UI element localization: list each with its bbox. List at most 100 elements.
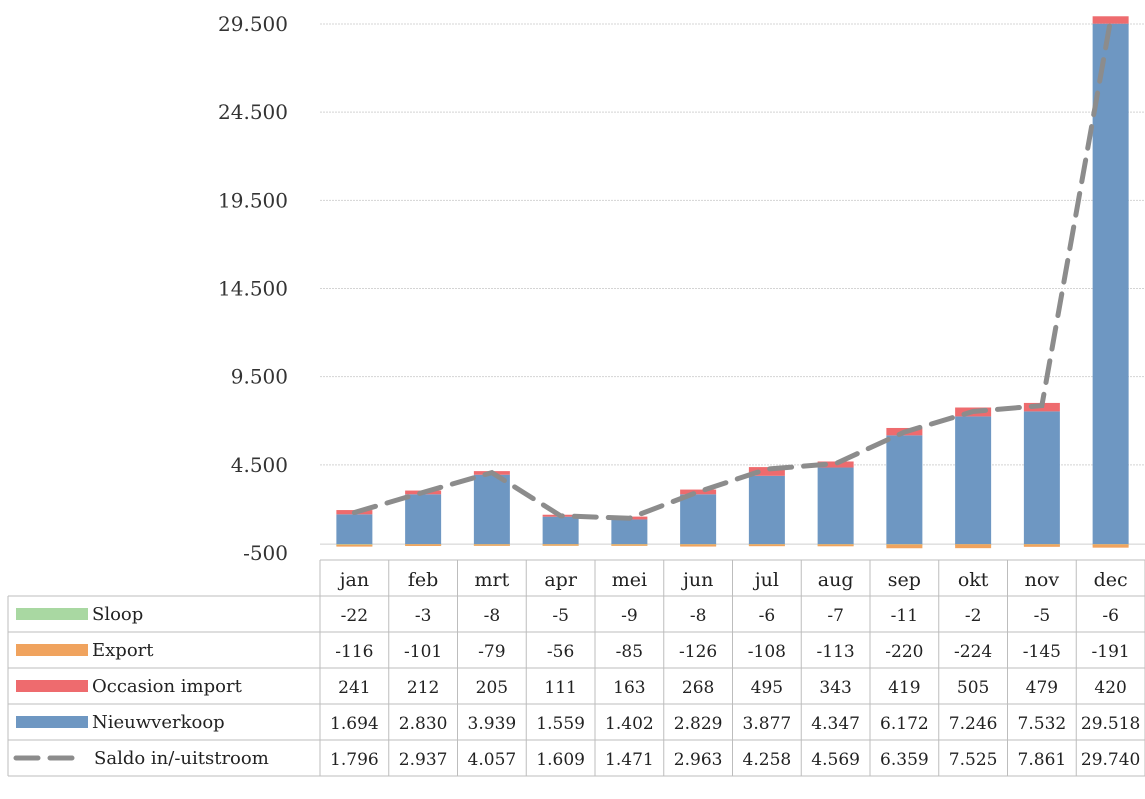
legend-key-nieuwverkoop — [16, 716, 88, 728]
data-label-apr: 1.559 — [536, 714, 585, 734]
category-label-jun: jun — [681, 569, 713, 591]
data-label-dec: 29.740 — [1081, 750, 1140, 770]
data-label-feb: 2.937 — [399, 750, 448, 770]
data-label-mei: 163 — [613, 678, 645, 698]
data-label-jan: 1.694 — [330, 714, 379, 734]
data-label-sep: 419 — [888, 678, 920, 698]
data-label-jun: -126 — [679, 642, 717, 662]
bar-nieuwverkoop-mei — [611, 519, 648, 545]
data-label-jan: 241 — [338, 678, 370, 698]
data-label-apr: 1.609 — [536, 750, 585, 770]
data-label-jul: 495 — [751, 678, 783, 698]
data-label-sep: 6.172 — [880, 714, 929, 734]
gridlines — [320, 23, 1145, 545]
bar-export-okt — [955, 544, 992, 549]
data-label-nov: -5 — [1034, 606, 1051, 626]
bar-nieuwverkoop-jan — [336, 514, 373, 545]
bar-export-jul — [748, 544, 785, 547]
category-label-apr: apr — [544, 569, 577, 591]
data-label-jul: -6 — [759, 606, 776, 626]
data-label-apr: -56 — [547, 642, 574, 662]
data-label-mrt: 205 — [476, 678, 508, 698]
series-label: Saldo in/-uitstroom — [94, 748, 269, 769]
category-label-jul: jul — [753, 569, 779, 591]
data-label-okt: -2 — [965, 606, 982, 626]
data-label-feb: 212 — [407, 678, 439, 698]
bar-nieuwverkoop-apr — [542, 516, 579, 545]
data-label-jul: 3.877 — [743, 714, 792, 734]
bar-export-mrt — [473, 544, 510, 546]
bar-nieuwverkoop-dec — [1092, 23, 1129, 545]
bar-nieuwverkoop-jul — [748, 475, 785, 545]
data-label-mei: 1.402 — [605, 714, 654, 734]
data-label-nov: 7.532 — [1018, 714, 1067, 734]
data-label-aug: 4.347 — [811, 714, 860, 734]
series-label: Export — [92, 640, 154, 661]
saldo-line — [351, 17, 1114, 521]
data-label-okt: -224 — [954, 642, 992, 662]
bar-export-dec — [1092, 544, 1129, 548]
legend-key-export — [16, 644, 88, 656]
category-label-feb: feb — [408, 569, 438, 591]
data-label-sep: 6.359 — [880, 750, 929, 770]
legend-key-sloop — [16, 608, 88, 620]
data-label-jun: 2.963 — [674, 750, 723, 770]
data-label-jul: -108 — [748, 642, 786, 662]
data-label-nov: -145 — [1023, 642, 1061, 662]
data-label-jan: -116 — [335, 642, 373, 662]
category-label-dec: dec — [1094, 569, 1128, 591]
series-label: Nieuwverkoop — [92, 712, 225, 733]
data-label-okt: 505 — [957, 678, 989, 698]
y-tick-label: 14.500 — [218, 277, 288, 301]
y-tick-label: 9.500 — [231, 365, 288, 389]
bar-nieuwverkoop-sep — [886, 435, 923, 545]
data-label-aug: -7 — [827, 606, 844, 626]
data-label-mrt: 4.057 — [468, 750, 517, 770]
category-label-nov: nov — [1025, 569, 1060, 591]
data-label-jun: 2.829 — [674, 714, 723, 734]
category-label-mei: mei — [612, 569, 647, 591]
data-label-jan: -22 — [341, 606, 368, 626]
data-label-mei: -9 — [621, 606, 638, 626]
category-label-okt: okt — [958, 569, 989, 591]
data-label-aug: 4.569 — [811, 750, 860, 770]
y-tick-label: 24.500 — [218, 100, 288, 124]
bar-export-mei — [611, 544, 648, 546]
bar-nieuwverkoop-mrt — [473, 474, 510, 545]
bar-nieuwverkoop-nov — [1023, 411, 1060, 545]
bar-export-aug — [817, 544, 854, 547]
y-axis-tick-labels: -500 4.500 9.500 14.500 19.500 24.500 29.500 — [218, 12, 288, 565]
data-label-feb: 2.830 — [399, 714, 448, 734]
category-label-aug: aug — [818, 569, 854, 591]
legend-key-occasion-import — [16, 680, 88, 692]
saldo-line-series — [351, 17, 1114, 521]
bar-series — [336, 16, 1129, 549]
data-label-okt: 7.525 — [949, 750, 998, 770]
y-tick-label: -500 — [243, 541, 288, 565]
data-label-mrt: -8 — [484, 606, 501, 626]
data-label-dec: -191 — [1092, 642, 1130, 662]
data-label-dec: -6 — [1102, 606, 1119, 626]
data-label-dec: 29.518 — [1081, 714, 1140, 734]
data-label-mrt: -79 — [478, 642, 505, 662]
data-label-dec: 420 — [1094, 678, 1126, 698]
data-label-jun: 268 — [682, 678, 714, 698]
data-label-apr: -5 — [552, 606, 569, 626]
bar-export-feb — [405, 544, 442, 547]
data-label-feb: -3 — [415, 606, 432, 626]
data-label-jan: 1.796 — [330, 750, 379, 770]
data-label-sep: -220 — [885, 642, 923, 662]
category-label-mrt: mrt — [475, 569, 510, 591]
data-label-feb: -101 — [404, 642, 442, 662]
bar-nieuwverkoop-aug — [817, 467, 854, 545]
bar-occasion-import-jul — [748, 467, 785, 476]
data-label-nov: 7.861 — [1018, 750, 1067, 770]
bar-nieuwverkoop-jun — [680, 494, 717, 545]
data-label-jun: -8 — [690, 606, 707, 626]
bar-export-apr — [542, 544, 579, 546]
bar-nieuwverkoop-okt — [955, 416, 992, 545]
data-label-aug: 343 — [819, 678, 851, 698]
bar-export-jun — [680, 544, 717, 547]
series-label: Sloop — [92, 604, 143, 625]
data-label-mei: 1.471 — [605, 750, 654, 770]
